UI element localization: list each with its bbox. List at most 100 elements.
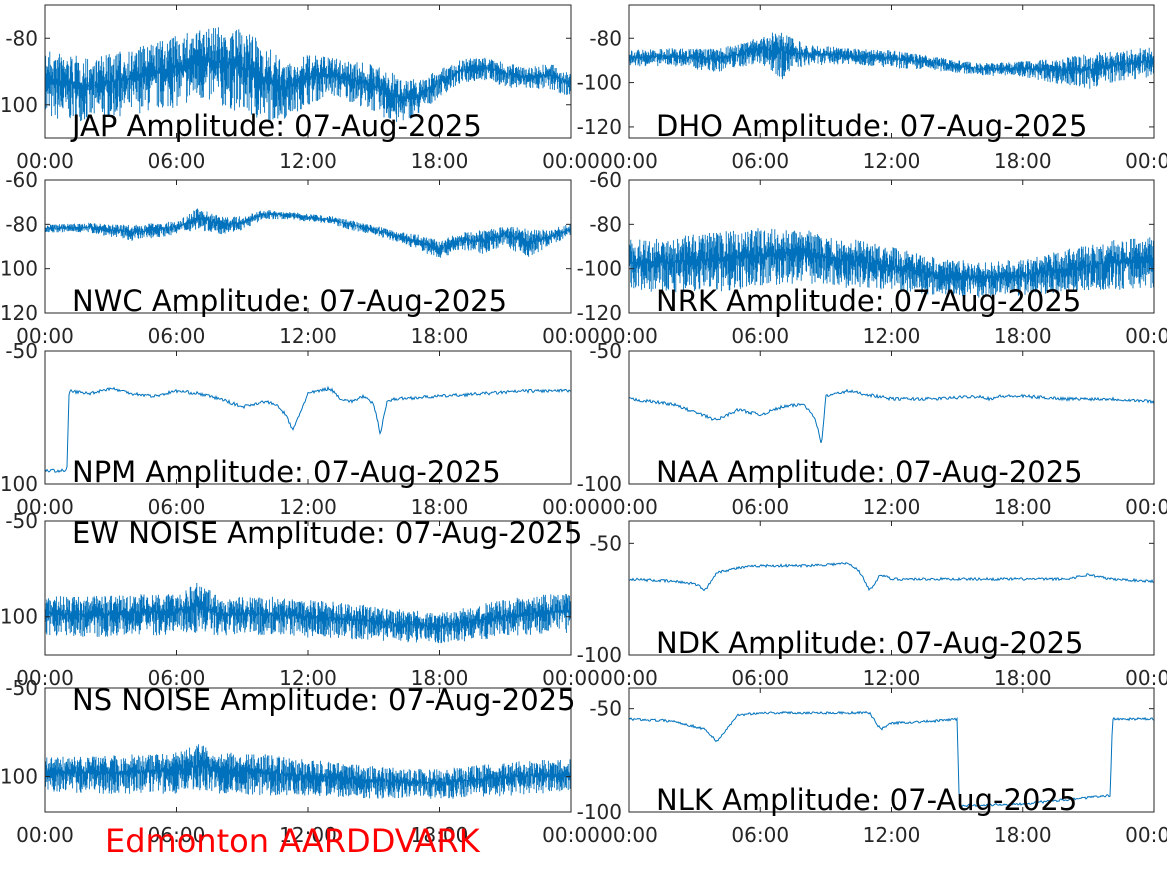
- x-tick-label: 00:00: [600, 149, 658, 173]
- x-tick-label: 00:00: [600, 324, 658, 348]
- x-tick-label: 12:00: [279, 324, 337, 348]
- y-tick-label: -100: [0, 472, 38, 496]
- x-tick-label: 06:00: [148, 823, 206, 847]
- x-tick-label: 06:00: [731, 823, 789, 847]
- chart-panel: 00:00 06:00 12:00 18:00 00:00 -50 -100 NDK Ampl…: [577, 520, 1167, 690]
- panel-title: NDK Amplitude: 07-Aug-2025: [656, 626, 1083, 660]
- x-tick-label: 18:00: [411, 666, 469, 690]
- y-tick-label: -100: [577, 71, 622, 95]
- x-tick-label: 00:00: [1125, 324, 1167, 348]
- x-tick-label: 00:00: [16, 666, 74, 690]
- x-tick-label: 12:00: [863, 149, 921, 173]
- y-tick-label: -120: [0, 301, 38, 325]
- series-group: [629, 228, 1154, 298]
- series-line: [45, 385, 571, 474]
- chart-panel: 00:00 06:00 12:00 18:00 00:00 -50 -100 NLK Ampl…: [577, 687, 1167, 847]
- x-tick-label: 06:00: [148, 149, 206, 173]
- x-tick-label: 00:00: [1125, 495, 1167, 519]
- series-group: [629, 562, 1154, 592]
- x-tick-label: 06:00: [148, 666, 206, 690]
- x-tick-label: 00:00: [600, 823, 658, 847]
- x-tick-label: 00:00: [542, 823, 600, 847]
- chart-panel: 00:00 06:00 12:00 18:00 00:00 -50 -100 NS NOISE…: [0, 676, 600, 847]
- y-tick-label: -100: [577, 257, 622, 281]
- chart-panel: 00:00 06:00 12:00 18:00 00:00 -80 -100 JAP Ampl…: [0, 4, 600, 173]
- chart-panel: 00:00 06:00 12:00 18:00 00:00 -50 -100 NAA Ampl…: [577, 339, 1167, 519]
- y-tick-label: -120: [577, 301, 622, 325]
- x-tick-label: 18:00: [411, 324, 469, 348]
- x-tick-label: 12:00: [279, 666, 337, 690]
- series-group: [629, 710, 1154, 808]
- x-tick-label: 00:00: [16, 823, 74, 847]
- y-tick-label: -60: [5, 168, 38, 192]
- x-tick-label: 12:00: [279, 823, 337, 847]
- panel-title: NS NOISE Amplitude: 07-Aug-2025: [72, 683, 576, 717]
- x-tick-label: 12:00: [863, 324, 921, 348]
- x-tick-label: 12:00: [863, 666, 921, 690]
- chart-panel: 00:00 06:00 12:00 18:00 00:00 -50 -100 NPM Ampl…: [0, 339, 600, 519]
- series-group: [45, 583, 571, 644]
- series-group: [45, 208, 571, 258]
- x-tick-label: 00:00: [600, 495, 658, 519]
- x-tick-label: 00:00: [1125, 666, 1167, 690]
- chart-panel: 00:00 06:00 12:00 18:00 00:00 -80 -100 -120 DHO …: [577, 4, 1167, 173]
- x-tick-label: 06:00: [731, 666, 789, 690]
- x-tick-label: 12:00: [863, 823, 921, 847]
- series-line: [629, 32, 1154, 89]
- y-tick-label: -80: [5, 26, 38, 50]
- series-line: [45, 744, 571, 799]
- series-line: [45, 27, 571, 123]
- x-tick-label: 18:00: [994, 495, 1052, 519]
- series-group: [45, 744, 571, 799]
- y-tick-label: -80: [589, 26, 622, 50]
- x-tick-label: 00:00: [16, 324, 74, 348]
- chart-panel: 00:00 06:00 12:00 18:00 00:00 -50 -100 EW NOISE…: [0, 509, 600, 690]
- series-line: [629, 388, 1154, 444]
- x-tick-label: 12:00: [279, 495, 337, 519]
- x-tick-label: 18:00: [411, 823, 469, 847]
- x-tick-label: 00:00: [600, 666, 658, 690]
- y-tick-label: -80: [589, 212, 622, 236]
- x-tick-label: 00:00: [542, 324, 600, 348]
- series-line: [45, 208, 571, 258]
- panel-title: NLK Amplitude: 07-Aug-2025: [656, 783, 1077, 817]
- series-line: [629, 562, 1154, 592]
- x-tick-label: 00:00: [542, 149, 600, 173]
- series-group: [629, 32, 1154, 89]
- x-tick-label: 00:00: [16, 149, 74, 173]
- x-tick-label: 00:00: [1125, 823, 1167, 847]
- y-tick-label: -100: [0, 93, 38, 117]
- x-tick-label: 06:00: [731, 149, 789, 173]
- x-tick-label: 12:00: [863, 495, 921, 519]
- panel-title: DHO Amplitude: 07-Aug-2025: [656, 109, 1087, 143]
- x-tick-label: 12:00: [279, 149, 337, 173]
- y-tick-label: -80: [5, 212, 38, 236]
- x-tick-label: 18:00: [994, 324, 1052, 348]
- y-tick-label: -50: [5, 339, 38, 363]
- panel-title: JAP Amplitude: 07-Aug-2025: [70, 109, 482, 143]
- y-tick-label: -60: [589, 168, 622, 192]
- x-tick-label: 06:00: [731, 495, 789, 519]
- y-tick-label: -50: [589, 697, 622, 721]
- panel-title: NRK Amplitude: 07-Aug-2025: [656, 284, 1081, 318]
- series-line: [629, 228, 1154, 298]
- x-tick-label: 06:00: [731, 324, 789, 348]
- series-group: [629, 388, 1154, 444]
- panel-title: NWC Amplitude: 07-Aug-2025: [72, 284, 507, 318]
- y-tick-label: -100: [577, 800, 622, 824]
- chart-panel: 00:00 06:00 12:00 18:00 00:00 -60 -80 -100 -120 N…: [577, 168, 1167, 348]
- series-line: [629, 710, 1154, 808]
- y-tick-label: -100: [577, 472, 622, 496]
- y-tick-label: -120: [577, 115, 622, 139]
- x-tick-label: 18:00: [411, 149, 469, 173]
- x-tick-label: 00:00: [542, 666, 600, 690]
- x-tick-label: 00:00: [542, 495, 600, 519]
- x-tick-label: 18:00: [994, 823, 1052, 847]
- y-tick-label: -100: [0, 765, 38, 789]
- y-tick-label: -50: [5, 676, 38, 700]
- x-tick-label: 06:00: [148, 495, 206, 519]
- y-tick-label: -100: [577, 643, 622, 667]
- x-tick-label: 18:00: [411, 495, 469, 519]
- panel-title: EW NOISE Amplitude: 07-Aug-2025: [72, 516, 582, 550]
